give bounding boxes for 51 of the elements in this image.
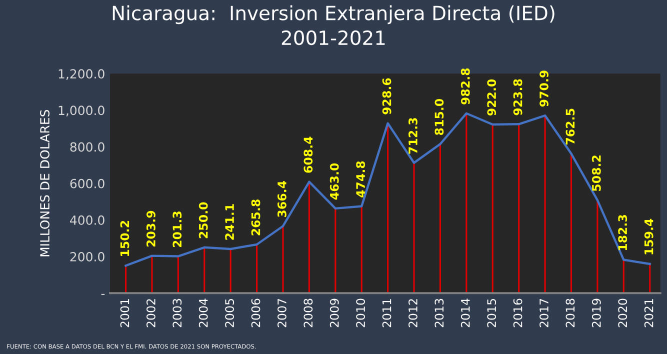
- x-tick-label: 2002: [146, 299, 156, 328]
- x-tick-label: 2011: [382, 299, 392, 328]
- y-tick-label: 200.0: [70, 252, 104, 262]
- y-tick-label: 1,000.0: [58, 106, 104, 116]
- data-label: 250.0: [198, 202, 208, 238]
- x-tick-label: 2013: [434, 298, 444, 328]
- data-label: 159.4: [644, 218, 654, 254]
- x-tick-label: 2001: [120, 299, 130, 328]
- x-tick-label: 2004: [198, 298, 208, 328]
- data-label: 203.9: [146, 210, 156, 247]
- y-tick-label: 1,200.0: [58, 69, 104, 80]
- y-tick-label: 600.0: [70, 178, 104, 188]
- data-label: 150.2: [120, 220, 130, 256]
- data-label: 474.8: [356, 161, 366, 198]
- data-label: 241.1: [225, 204, 234, 240]
- data-label: 928.6: [382, 78, 392, 114]
- data-label: 508.2: [592, 156, 601, 191]
- x-tick-label: 2019: [592, 298, 601, 328]
- x-tick-label: 2007: [277, 298, 286, 328]
- data-label: 463.0: [330, 163, 339, 200]
- data-label: 201.3: [172, 212, 182, 248]
- x-tick-label: 2015: [487, 299, 496, 328]
- y-axis-title: MILLONES DE DOLARES: [40, 110, 50, 256]
- data-label: 970.9: [540, 70, 548, 107]
- x-tick-label: 2017: [540, 298, 548, 328]
- data-label: 982.8: [460, 68, 470, 104]
- data-label: 182.3: [618, 215, 628, 250]
- x-tick-label: 2010: [356, 298, 366, 328]
- x-tick-label: 2009: [330, 298, 339, 328]
- x-tick-label: 2021: [644, 299, 654, 328]
- y-tick-label: 800.0: [70, 142, 104, 152]
- x-tick-label: 2018: [566, 298, 575, 328]
- y-tick-label: -: [101, 294, 105, 295]
- data-label: 815.0: [434, 98, 444, 135]
- data-label: 265.8: [251, 200, 260, 236]
- x-tick-label: 2008: [304, 298, 313, 328]
- x-tick-label: 2012: [408, 299, 418, 328]
- data-label: 922.0: [487, 79, 496, 116]
- x-tick-label: 2003: [172, 298, 182, 328]
- x-tick-label: 2016: [513, 298, 522, 328]
- data-label: 762.5: [566, 108, 575, 145]
- data-label: 712.3: [408, 118, 418, 154]
- x-tick-label: 2014: [460, 298, 470, 328]
- y-tick-label: 400.0: [70, 215, 104, 225]
- data-label: 366.4: [277, 180, 286, 217]
- x-tick-label: 2020: [618, 298, 628, 328]
- x-tick-label: 2006: [251, 298, 260, 328]
- chart-title: Nicaragua: Inversion Extranjera Directa (IED) 2001-2021: [112, 5, 554, 46]
- data-label: 923.8: [513, 79, 522, 116]
- data-label: 608.4: [304, 136, 313, 173]
- x-tick-label: 2005: [225, 299, 234, 328]
